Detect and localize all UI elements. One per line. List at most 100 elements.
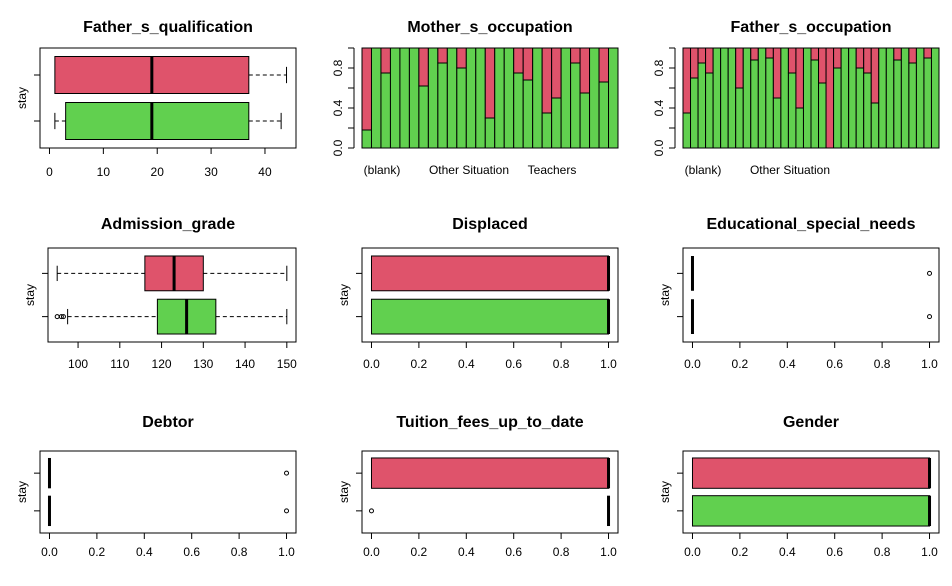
x-tick-label: 0.4 — [779, 357, 796, 371]
panel-title: Debtor — [142, 414, 194, 431]
outlier-point — [284, 508, 290, 514]
bar — [682, 47, 692, 149]
outlier-point — [60, 314, 66, 320]
bar-top-segment — [361, 47, 372, 131]
box-top — [691, 457, 932, 489]
bar-bottom-segment — [532, 47, 543, 149]
bar — [513, 47, 524, 149]
outlier-point — [284, 470, 290, 476]
x-tick-label: 40 — [258, 165, 272, 179]
bar — [810, 47, 820, 149]
bar-bottom-segment — [690, 77, 699, 149]
bar — [551, 47, 562, 149]
bar — [532, 47, 543, 149]
x-tick-label: 0.4 — [458, 545, 475, 559]
y-axis-label: stay — [337, 284, 351, 306]
bar — [727, 47, 737, 149]
box-body — [370, 457, 610, 489]
bar-bottom-segment — [787, 72, 797, 149]
bar-bottom-segment — [705, 72, 714, 149]
box-top — [690, 255, 933, 291]
bar-bottom-segment — [742, 47, 752, 149]
bar-bottom-segment — [522, 79, 534, 149]
bar-bottom-segment — [456, 67, 467, 149]
bar-bottom-segment — [389, 47, 401, 149]
box-bottom — [690, 299, 933, 335]
x-tick-label: 0.8 — [874, 545, 891, 559]
bar — [465, 47, 477, 149]
bar-bottom-segment — [418, 85, 429, 149]
panel-title: Tuition_fees_up_to_date — [396, 414, 583, 431]
box-bottom — [54, 102, 282, 140]
box-top — [47, 457, 290, 489]
bar-top-segment — [795, 47, 804, 109]
box-body — [370, 298, 610, 335]
bar — [930, 47, 940, 149]
x-tick-label: 0.8 — [874, 357, 891, 371]
box-top — [54, 56, 288, 94]
bar — [408, 47, 420, 149]
box-top — [370, 457, 611, 489]
x-tick-label: 0.0 — [684, 545, 701, 559]
bar-bottom-segment — [712, 47, 722, 149]
x-tick-label: 20 — [151, 165, 165, 179]
bar — [742, 47, 752, 149]
x-tick-label: 10 — [97, 165, 111, 179]
bar — [885, 47, 895, 149]
bar — [697, 47, 707, 149]
x-tick-label: 0.2 — [411, 545, 428, 559]
bar-top-segment — [551, 47, 562, 99]
bar-bottom-segment — [878, 47, 887, 149]
bar — [915, 47, 925, 149]
bar — [787, 47, 797, 149]
bar-bottom-segment — [437, 62, 448, 149]
box-bottom — [368, 495, 611, 527]
x-tick-label: 120 — [152, 357, 172, 371]
bar-top-segment — [893, 47, 902, 61]
box-top — [370, 255, 611, 292]
bar — [380, 47, 391, 149]
bar — [840, 47, 850, 149]
bar — [494, 47, 505, 149]
bar — [418, 47, 429, 149]
bar-bottom-segment — [757, 47, 767, 149]
bar — [908, 47, 917, 149]
bar — [456, 47, 467, 149]
panel-7: Debtor stay 0.0 0.2 0.4 0.6 0.8 1.0 — [15, 414, 297, 559]
bar-bottom-segment — [915, 47, 925, 149]
bar-top-segment — [787, 47, 797, 74]
bar-bottom-segment — [908, 62, 917, 149]
x-tick-label: 0.8 — [553, 545, 570, 559]
x-tick-label: 0.6 — [826, 357, 843, 371]
x-tick-label: 1.0 — [600, 357, 617, 371]
bar — [900, 47, 910, 149]
bar — [772, 47, 782, 149]
bar — [389, 47, 401, 149]
x-tick-label: 140 — [235, 357, 255, 371]
bar-bottom-segment — [551, 97, 562, 149]
x-category-label: Other Situation — [750, 163, 830, 177]
bar-bottom-segment — [848, 47, 857, 149]
panel-title: Mother_s_occupation — [407, 19, 572, 36]
bar — [608, 47, 619, 149]
bar-bottom-segment — [802, 47, 812, 149]
box-bottom — [370, 298, 611, 335]
panel-5: Displaced stay 0.0 0.2 0.4 0.6 0.8 1.0 — [337, 216, 619, 371]
bar-bottom-segment — [870, 102, 880, 149]
bar-bottom-segment — [361, 129, 372, 149]
bar-top-segment — [579, 47, 591, 94]
bar-bottom-segment — [818, 82, 827, 149]
x-tick-label: 1.0 — [278, 545, 295, 559]
bar — [589, 47, 600, 149]
panel-2: Mother_s_occupation 0.0 0.4 0.8 (blank) Other… — [331, 19, 619, 177]
x-tick-label: 130 — [193, 357, 213, 371]
bar-top-segment — [418, 47, 429, 87]
outlier-point — [927, 270, 933, 276]
bar — [541, 47, 553, 149]
box-body — [691, 495, 931, 527]
x-tick-label: 0.2 — [89, 545, 106, 559]
panel-title: Father_s_qualification — [83, 19, 253, 36]
bar — [757, 47, 767, 149]
bar-top-segment — [541, 47, 553, 114]
